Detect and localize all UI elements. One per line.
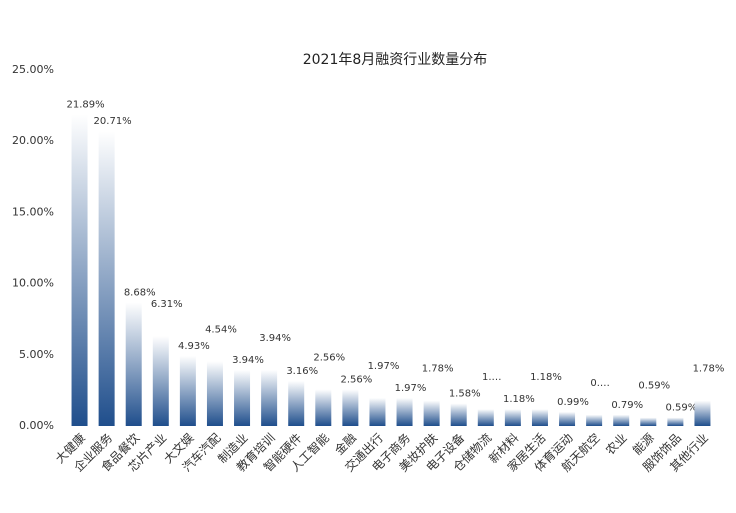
value-label: 0.59% xyxy=(665,403,697,414)
value-label: 1.97% xyxy=(395,383,427,394)
bar xyxy=(71,114,88,426)
bar xyxy=(98,131,115,426)
y-tick-label: 15.00% xyxy=(12,205,54,218)
value-label: 1.… xyxy=(482,372,502,383)
value-label: 20.71% xyxy=(94,116,132,127)
bar xyxy=(288,381,305,426)
bar xyxy=(369,397,386,426)
value-label: 0.79% xyxy=(611,400,643,411)
value-label: 8.68% xyxy=(124,287,156,298)
y-tick-label: 10.00% xyxy=(12,277,54,290)
y-tick-label: 5.00% xyxy=(19,348,54,361)
bar xyxy=(152,336,169,426)
bar xyxy=(315,389,332,426)
bar xyxy=(261,369,278,426)
bar xyxy=(234,369,251,426)
bar xyxy=(694,400,711,426)
value-label: 6.31% xyxy=(151,299,183,310)
bar xyxy=(125,302,142,426)
bar xyxy=(179,355,196,426)
value-label: 3.16% xyxy=(286,366,318,377)
bar xyxy=(342,389,359,426)
value-label: 4.54% xyxy=(205,324,237,335)
value-label: 1.78% xyxy=(693,364,725,375)
bar xyxy=(613,414,630,426)
value-label: 1.58% xyxy=(449,389,481,400)
bar xyxy=(206,361,223,426)
bar xyxy=(477,409,494,426)
value-label: 21.89% xyxy=(66,99,104,110)
value-label: 1.18% xyxy=(503,394,535,405)
bar xyxy=(559,411,576,426)
bar xyxy=(531,409,548,426)
value-label: 1.18% xyxy=(530,372,562,383)
value-label: 1.78% xyxy=(422,364,454,375)
value-label: 0.… xyxy=(590,378,610,389)
bar xyxy=(586,414,603,426)
value-label: 2.56% xyxy=(313,353,345,364)
value-label: 3.94% xyxy=(259,333,291,344)
value-label: 3.94% xyxy=(232,355,264,366)
value-label: 0.99% xyxy=(557,397,589,408)
bar xyxy=(504,409,521,426)
value-label: 2.56% xyxy=(340,375,372,386)
bar xyxy=(667,417,684,426)
y-tick-label: 20.00% xyxy=(12,134,54,147)
bar xyxy=(396,397,413,426)
value-label: 1.97% xyxy=(368,361,400,372)
bar xyxy=(423,400,440,426)
y-tick-label: 0.00% xyxy=(19,419,54,432)
bar xyxy=(640,417,657,426)
y-tick-label: 25.00% xyxy=(12,63,54,76)
value-label: 0.59% xyxy=(638,381,670,392)
chart-title: 2021年8月融资行业数量分布 xyxy=(303,52,488,68)
value-label: 4.93% xyxy=(178,341,210,352)
bar xyxy=(450,403,467,426)
